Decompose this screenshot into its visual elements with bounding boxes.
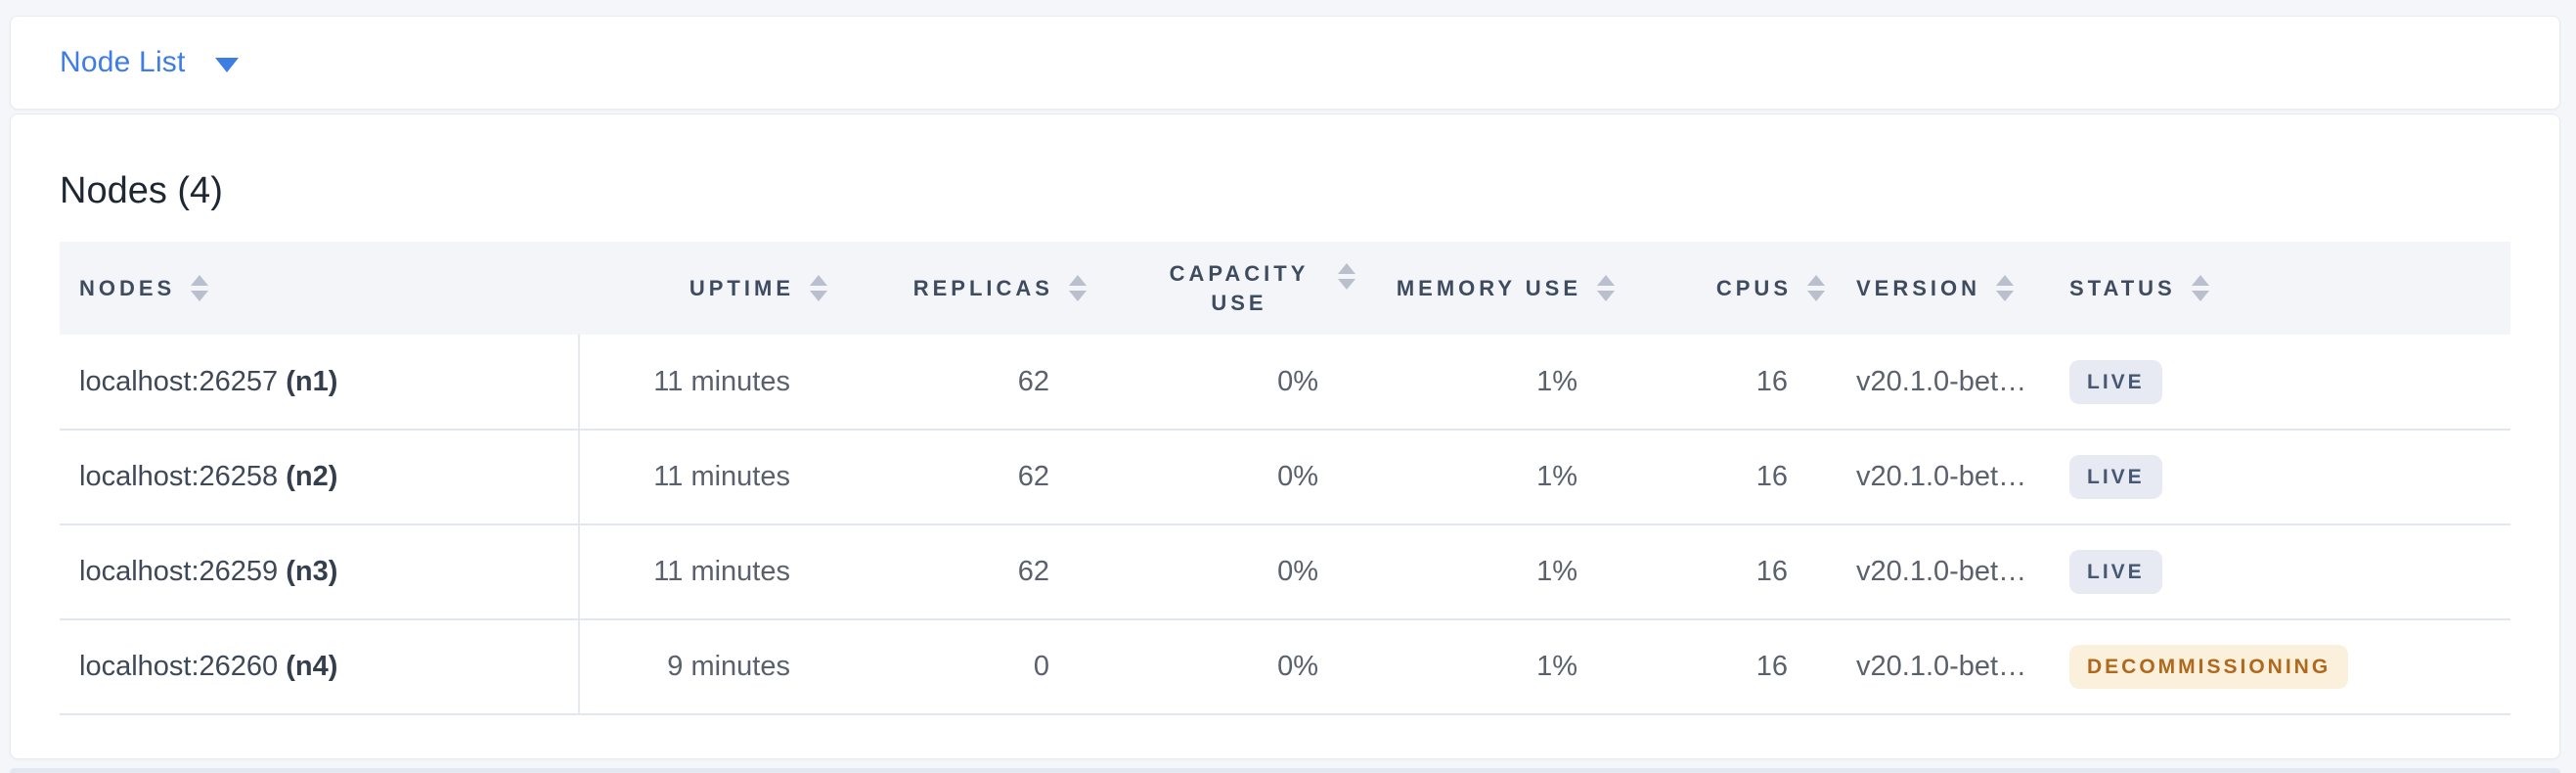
node-address-cell[interactable]: localhost:26259 (n3) xyxy=(60,524,580,620)
version-cell: v20.1.0-bet… xyxy=(1825,335,2050,431)
table-row[interactable]: localhost:26257 (n1) 11 minutes 62 0% 1%… xyxy=(60,335,2510,431)
capacity-use-cell: 0% xyxy=(1087,430,1355,525)
version-cell: v20.1.0-bet… xyxy=(1825,619,2050,715)
view-selector-label: Node List xyxy=(60,46,186,78)
table-row[interactable]: localhost:26260 (n4) 9 minutes 0 0% 1% 1… xyxy=(60,619,2510,715)
status-badge: LIVE xyxy=(2069,455,2162,499)
view-selector-dropdown[interactable]: Node List xyxy=(60,46,239,79)
capacity-use-cell: 0% xyxy=(1087,335,1355,431)
status-badge: LIVE xyxy=(2069,359,2162,404)
table-row[interactable]: localhost:26258 (n2) 11 minutes 62 0% 1%… xyxy=(60,430,2510,525)
replicas-cell: 0 xyxy=(827,619,1087,715)
capacity-use-cell: 0% xyxy=(1087,619,1355,715)
cpus-cell: 16 xyxy=(1615,619,1825,715)
sort-icon[interactable] xyxy=(2191,275,2209,301)
sort-icon[interactable] xyxy=(1807,275,1825,301)
node-address-cell[interactable]: localhost:26260 (n4) xyxy=(60,619,580,715)
cpus-cell: 16 xyxy=(1615,335,1825,431)
capacity-use-cell: 0% xyxy=(1087,524,1355,620)
view-selector-bar: Node List xyxy=(10,16,2560,110)
column-header-capacity-use[interactable]: CAPACITY USE xyxy=(1087,242,1355,335)
status-badge: DECOMMISSIONING xyxy=(2069,645,2349,689)
replicas-cell: 62 xyxy=(827,335,1087,431)
column-header-memory-use[interactable]: MEMORY USE xyxy=(1355,242,1615,335)
replicas-cell: 62 xyxy=(827,430,1087,525)
caret-down-icon xyxy=(214,57,239,72)
nodes-panel: Nodes (4) NODES UPTIME REPLICAS CAPACITY… xyxy=(10,114,2560,759)
node-id: (n3) xyxy=(286,556,338,587)
node-id: (n4) xyxy=(286,651,338,682)
cpus-cell: 16 xyxy=(1615,430,1825,525)
sort-icon[interactable] xyxy=(1597,275,1615,301)
node-id: (n1) xyxy=(286,365,338,397)
uptime-cell: 9 minutes xyxy=(579,619,827,715)
column-header-version[interactable]: VERSION xyxy=(1825,242,2050,335)
column-header-uptime[interactable]: UPTIME xyxy=(579,242,827,335)
version-cell: v20.1.0-bet… xyxy=(1825,524,2050,620)
uptime-cell: 11 minutes xyxy=(579,335,827,431)
cpus-cell: 16 xyxy=(1615,524,1825,620)
memory-use-cell: 1% xyxy=(1355,430,1615,525)
node-id: (n2) xyxy=(286,461,338,492)
node-address-cell[interactable]: localhost:26257 (n1) xyxy=(60,335,580,431)
table-row[interactable]: localhost:26259 (n3) 11 minutes 62 0% 1%… xyxy=(60,524,2510,620)
memory-use-cell: 1% xyxy=(1355,619,1615,715)
sort-icon[interactable] xyxy=(191,275,209,301)
status-cell: DECOMMISSIONING xyxy=(2050,619,2510,715)
sort-icon[interactable] xyxy=(810,275,827,301)
version-cell: v20.1.0-bet… xyxy=(1825,430,2050,525)
replicas-cell: 62 xyxy=(827,524,1087,620)
memory-use-cell: 1% xyxy=(1355,335,1615,431)
sort-icon[interactable] xyxy=(1996,275,2015,301)
sort-icon[interactable] xyxy=(1338,262,1355,290)
status-badge: LIVE xyxy=(2069,550,2162,594)
page-title: Nodes (4) xyxy=(60,170,223,211)
uptime-cell: 11 minutes xyxy=(579,430,827,525)
uptime-cell: 11 minutes xyxy=(579,524,827,620)
next-section-edge xyxy=(10,768,2560,773)
table-header-row: NODES UPTIME REPLICAS CAPACITY USE MEMOR… xyxy=(60,242,2510,335)
status-cell: LIVE xyxy=(2050,335,2510,431)
column-header-nodes[interactable]: NODES xyxy=(60,242,579,335)
memory-use-cell: 1% xyxy=(1355,524,1615,620)
status-cell: LIVE xyxy=(2050,524,2510,620)
status-cell: LIVE xyxy=(2050,430,2510,525)
node-address-cell[interactable]: localhost:26258 (n2) xyxy=(60,430,580,525)
column-header-status[interactable]: STATUS xyxy=(2050,242,2510,335)
sort-icon[interactable] xyxy=(1069,275,1087,301)
column-header-cpus[interactable]: CPUS xyxy=(1615,242,1825,335)
column-header-replicas[interactable]: REPLICAS xyxy=(827,242,1087,335)
nodes-table: NODES UPTIME REPLICAS CAPACITY USE MEMOR… xyxy=(60,242,2510,715)
